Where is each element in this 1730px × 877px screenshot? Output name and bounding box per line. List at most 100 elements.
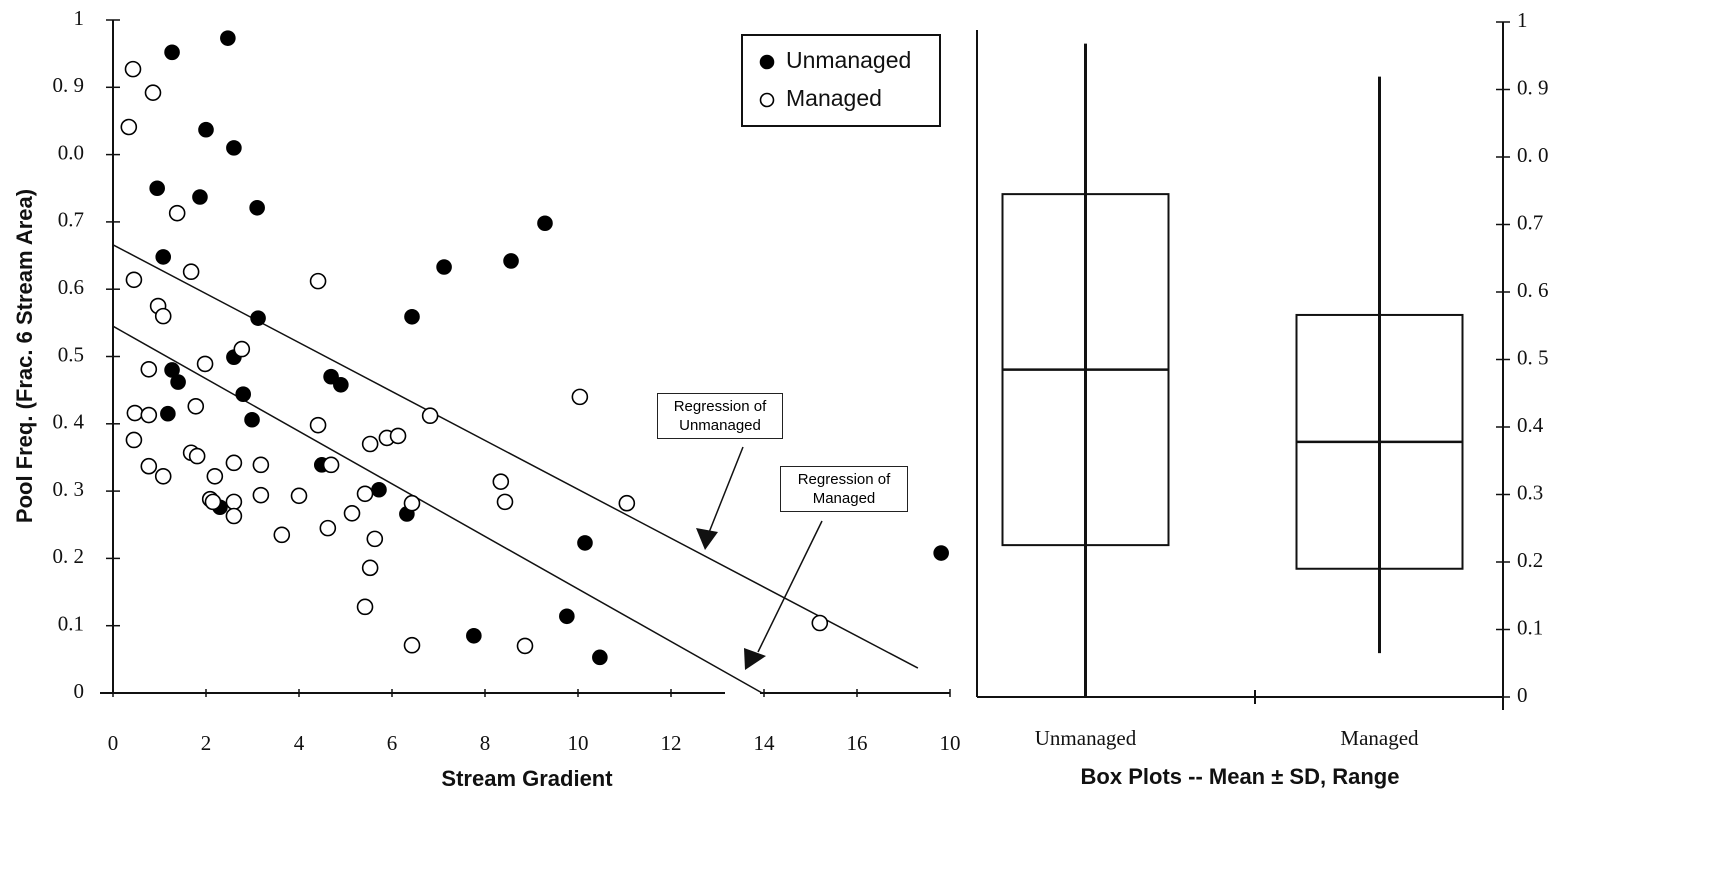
point	[188, 447, 206, 465]
y2-tick-label: 0. 0	[1517, 143, 1549, 167]
point	[244, 411, 260, 428]
point	[592, 649, 608, 666]
y-tick-label: 0.6	[58, 275, 84, 299]
point	[356, 598, 374, 616]
point	[250, 310, 266, 326]
point	[356, 485, 374, 503]
legend-marker	[759, 92, 775, 108]
point	[537, 215, 553, 232]
x-axis-title: Stream Gradient	[441, 766, 613, 791]
point	[196, 355, 214, 373]
point	[154, 307, 172, 325]
annotation: Regression of Unmanaged	[657, 393, 783, 439]
point	[225, 454, 243, 472]
point	[403, 636, 421, 654]
y2-tick-label: 0.7	[1517, 210, 1543, 234]
point	[389, 427, 407, 445]
arrowhead	[696, 528, 718, 550]
point	[160, 405, 176, 422]
y-tick-label: 0. 2	[53, 544, 85, 568]
x-tick-label: 2	[201, 731, 212, 755]
point	[309, 272, 327, 290]
point	[343, 505, 361, 522]
point	[140, 406, 158, 424]
point	[164, 44, 180, 61]
y2-tick-label: 0. 9	[1517, 75, 1549, 99]
annotation-arrow	[757, 520, 823, 653]
point	[436, 259, 452, 275]
point	[206, 467, 224, 485]
point	[404, 308, 420, 325]
point	[361, 435, 379, 453]
y-tick-label: 0. 3	[53, 477, 85, 501]
point	[235, 386, 251, 402]
point	[618, 494, 636, 512]
y2-tick-label: 0.2	[1517, 548, 1543, 572]
point	[421, 407, 439, 425]
point	[192, 189, 208, 205]
y2-tick-label: 0. 6	[1517, 278, 1549, 302]
point	[290, 487, 308, 505]
x-tick-label: Managed	[1340, 726, 1419, 750]
y-tick-label: 1	[74, 6, 85, 30]
point	[496, 493, 514, 511]
point	[220, 30, 236, 46]
point	[322, 456, 340, 474]
point	[198, 121, 214, 138]
y2-tick-label: 0.4	[1517, 413, 1544, 437]
point	[226, 140, 242, 156]
x-tick-label: Unmanaged	[1035, 726, 1137, 750]
y-tick-label: 0. 9	[53, 73, 85, 97]
point	[333, 376, 349, 393]
x-tick-label: 8	[480, 731, 491, 755]
point	[361, 559, 379, 577]
annotation-arrow	[707, 446, 744, 536]
point	[125, 271, 143, 289]
x-tick-label: 6	[387, 731, 398, 755]
y2-tick-label: 0	[1517, 683, 1528, 707]
point	[149, 180, 165, 197]
y-tick-label: 0	[74, 679, 85, 703]
point	[252, 456, 270, 474]
legend-marker	[759, 54, 775, 70]
legend-box	[741, 34, 941, 127]
point	[371, 481, 387, 498]
regression-line	[112, 325, 763, 694]
point	[187, 398, 205, 415]
point	[273, 526, 291, 544]
x-tick-label: 10	[940, 731, 961, 755]
y2-tick-label: 0. 5	[1517, 345, 1549, 369]
point	[933, 545, 949, 561]
point	[155, 249, 172, 265]
y-tick-label: 0.1	[58, 612, 84, 636]
annotation: Regression of Managed	[780, 466, 908, 512]
point	[140, 457, 158, 475]
point	[120, 118, 138, 136]
point	[492, 473, 510, 490]
point	[403, 494, 421, 512]
point	[309, 416, 327, 434]
x-tick-label: 12	[661, 731, 682, 755]
x-tick-label: 14	[754, 731, 776, 755]
y2-tick-label: 1	[1517, 8, 1528, 32]
point	[168, 204, 186, 222]
x-axis-title: Box Plots -- Mean ± SD, Range	[1081, 764, 1400, 789]
point	[144, 84, 162, 101]
regression-line	[112, 244, 919, 669]
point	[319, 519, 337, 537]
point	[170, 374, 186, 390]
point	[126, 404, 144, 422]
point	[811, 614, 829, 632]
point	[125, 431, 143, 449]
point	[559, 608, 575, 625]
point	[571, 388, 589, 406]
y2-tick-label: 0.1	[1517, 615, 1543, 639]
y-axis-title: Pool Freq. (Frac. 6 Stream Area)	[12, 189, 37, 523]
point	[124, 60, 142, 78]
point	[252, 486, 270, 504]
y-tick-label: 0. 4	[53, 410, 85, 434]
point	[225, 493, 243, 511]
point	[154, 467, 172, 485]
